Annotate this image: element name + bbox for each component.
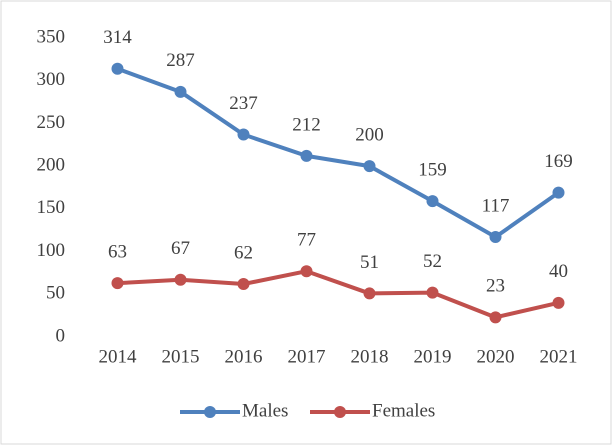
y-tick-label: 0 — [56, 325, 66, 346]
data-label: 314 — [103, 27, 132, 48]
series-line — [116, 66, 560, 240]
data-point — [111, 62, 124, 75]
data-label: 23 — [486, 276, 505, 297]
y-tick-label: 50 — [46, 283, 65, 304]
x-tick-label: 2018 — [351, 346, 389, 367]
data-point — [174, 85, 187, 98]
y-tick-label: 100 — [37, 240, 66, 261]
data-point — [363, 160, 376, 173]
data-point — [552, 296, 565, 309]
data-label: 117 — [482, 195, 510, 216]
data-point — [111, 277, 124, 290]
data-point — [489, 231, 502, 244]
data-label: 287 — [166, 50, 195, 71]
data-label: 159 — [418, 160, 447, 181]
data-label: 77 — [297, 230, 316, 251]
legend-marker — [204, 406, 216, 418]
data-label: 51 — [360, 252, 379, 273]
data-label: 169 — [544, 151, 573, 172]
y-tick-label: 250 — [37, 112, 66, 133]
data-point — [174, 273, 187, 286]
x-tick-label: 2017 — [288, 346, 326, 367]
data-point — [552, 186, 565, 199]
data-label: 63 — [108, 242, 127, 263]
y-tick-label: 350 — [37, 26, 66, 47]
data-point — [300, 265, 313, 278]
series-line — [117, 269, 559, 320]
data-label: 237 — [229, 93, 258, 114]
data-point — [426, 286, 439, 299]
data-label: 62 — [234, 242, 253, 263]
y-tick-label: 150 — [37, 197, 66, 218]
x-tick-label: 2016 — [225, 346, 263, 367]
x-tick-label: 2020 — [477, 346, 515, 367]
data-label: 67 — [171, 238, 190, 259]
legend-label: Females — [372, 400, 435, 421]
y-tick-label: 200 — [37, 155, 66, 176]
data-point — [300, 149, 313, 162]
x-tick-label: 2019 — [414, 346, 452, 367]
data-label: 212 — [292, 114, 321, 135]
data-point — [363, 287, 376, 300]
x-tick-label: 2015 — [162, 346, 200, 367]
legend-marker — [334, 406, 346, 418]
data-point — [237, 278, 250, 291]
data-point — [237, 128, 250, 141]
x-tick-label: 2014 — [99, 346, 138, 367]
data-point — [489, 311, 502, 324]
data-point — [426, 195, 439, 208]
data-label: 200 — [355, 125, 384, 146]
x-tick-label: 2021 — [540, 346, 578, 367]
legend-label: Males — [242, 400, 288, 421]
data-label: 40 — [549, 261, 568, 282]
data-label: 52 — [423, 251, 442, 272]
y-tick-label: 300 — [37, 69, 66, 90]
